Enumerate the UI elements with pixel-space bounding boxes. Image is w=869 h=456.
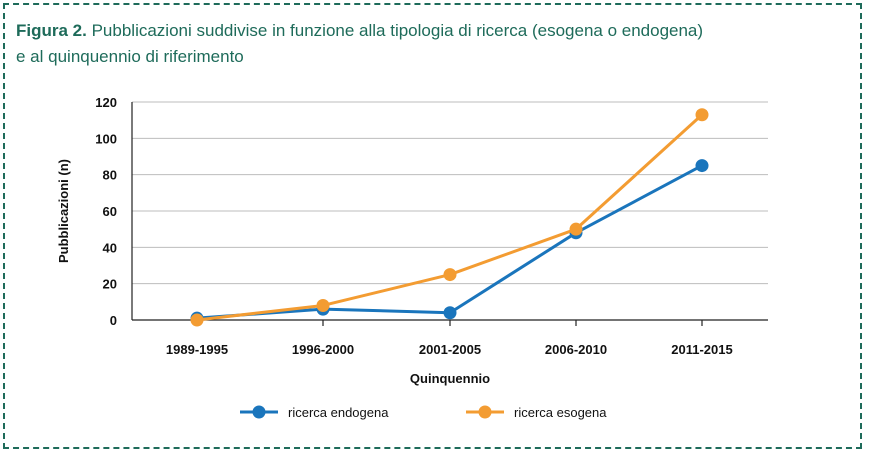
y-tick-label: 40 [103, 240, 117, 255]
y-tick-label: 0 [110, 313, 117, 328]
data-point-endogena [695, 159, 709, 173]
grid-lines [132, 101, 768, 285]
legend-label: ricerca esogena [514, 405, 607, 420]
figure-caption: Figura 2. Pubblicazioni suddivise in fun… [16, 18, 816, 70]
legend-label: ricerca endogena [288, 405, 389, 420]
data-point-esogena [695, 108, 709, 122]
y-tick-label: 80 [103, 168, 117, 183]
data-point-esogena [316, 298, 330, 312]
x-tick-labels: 1989-1995 1996-2000 2001-2005 2006-2010 2011… [166, 342, 733, 357]
x-tick-label: 1996-2000 [292, 342, 354, 357]
y-tick-label: 100 [95, 131, 117, 146]
y-tick-label: 60 [103, 204, 117, 219]
legend-swatch-marker [478, 405, 492, 419]
x-tick-label: 2001-2005 [419, 342, 481, 357]
figure-label: Figura 2. [16, 21, 87, 40]
data-point-esogena [443, 268, 457, 282]
figure-frame [3, 3, 862, 449]
x-tick-label: 2006-2010 [545, 342, 607, 357]
series-lines [190, 108, 709, 327]
series-line-esogena [196, 113, 704, 322]
legend-swatch-marker [252, 405, 266, 419]
legend: ricerca endogena ricerca esogena [240, 405, 607, 420]
y-tick-label: 20 [103, 277, 117, 292]
data-point-esogena [569, 222, 583, 236]
x-tick-label: 1989-1995 [166, 342, 228, 357]
data-point-esogena [190, 313, 204, 327]
x-axis-title: Quinquennio [410, 371, 490, 386]
data-point-endogena [443, 306, 457, 320]
y-tick-label: 120 [95, 95, 117, 110]
axes [131, 102, 768, 326]
x-tick-label: 2011-2015 [671, 342, 732, 357]
y-tick-labels: 0 20 40 60 80 100 120 [95, 95, 117, 328]
figure-caption-line2: e al quinquennio di riferimento [16, 47, 244, 66]
y-axis-title: Pubblicazioni (n) [56, 159, 71, 263]
figure-caption-line1: Pubblicazioni suddivise in funzione alla… [91, 21, 704, 40]
series-line-endogena [196, 164, 703, 320]
